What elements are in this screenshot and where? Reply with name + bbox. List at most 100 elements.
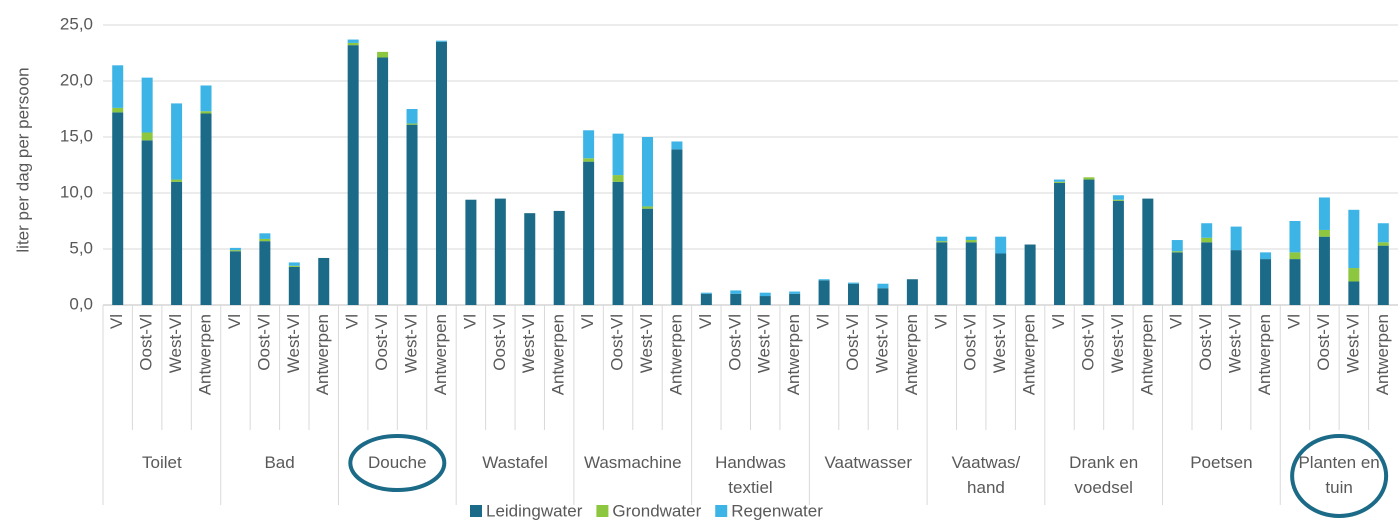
bar-segment [700, 292, 712, 294]
bar-segment [936, 236, 948, 242]
y-tick-label: 15,0 [60, 126, 93, 145]
bar-segment [1054, 181, 1066, 183]
y-axis-title: liter per dag per persoon [13, 67, 32, 252]
bar-segment [1024, 244, 1036, 305]
group-label: Bad [264, 453, 295, 472]
group-label: Vaatwasser [824, 453, 912, 472]
bar-segment [229, 251, 241, 305]
legend-swatch [596, 505, 609, 517]
bar-segment [435, 41, 447, 306]
x-tick-label: West-Vl [637, 314, 656, 373]
y-tick-label: 20,0 [60, 70, 93, 89]
bar-segment [1171, 240, 1183, 252]
bar-segment [671, 149, 683, 305]
bar-segment [1348, 281, 1360, 305]
bar-segment [877, 288, 889, 305]
bar-segment [435, 40, 447, 42]
bar-segment [347, 45, 359, 305]
x-tick-label: Vl [696, 314, 715, 329]
y-tick-label: 5,0 [69, 238, 93, 257]
x-tick-label: Vl [225, 314, 244, 329]
bar-segment [583, 158, 595, 162]
bar-segment [1112, 200, 1124, 305]
x-tick-label: West-Vl [755, 314, 774, 373]
bar-segment [1348, 209, 1360, 269]
bar-segment [406, 109, 418, 124]
bar-segment [377, 51, 389, 58]
bar-segment [229, 247, 241, 251]
bar-segment [200, 85, 212, 112]
x-tick-label: Vl [1284, 314, 1303, 329]
bar-segment [789, 293, 801, 305]
bar-segment [200, 113, 212, 305]
bar-segment [906, 279, 918, 305]
bar-segment [141, 77, 153, 133]
bar-segment [877, 283, 889, 289]
x-tick-label: Antwerpen [1020, 314, 1039, 395]
highlight-circle [348, 434, 447, 492]
x-tick-label: West-Vl [1226, 314, 1245, 373]
bar-segment [1289, 252, 1301, 260]
bar-segment [141, 140, 153, 305]
bar-segment [347, 42, 359, 46]
group-label: Drank en voedsel [1069, 453, 1139, 497]
legend-label: Leidingwater [486, 501, 583, 520]
bar-segment [1230, 250, 1242, 305]
x-tick-label: Antwerpen [1137, 314, 1156, 395]
group-label: Wastafel [482, 453, 548, 472]
x-tick-label: Antwerpen [902, 314, 921, 395]
x-tick-label: Antwerpen [195, 314, 214, 395]
group-label: Planten en tuin [1298, 453, 1380, 497]
bar-segment [995, 236, 1007, 254]
group-label: Poetsen [1190, 453, 1253, 472]
bar-segment [965, 242, 977, 305]
x-tick-label: Oost-Vl [1078, 314, 1097, 371]
x-tick-label: Antwerpen [1373, 314, 1392, 395]
bar-segment [1201, 223, 1213, 238]
bar-segment [553, 210, 565, 305]
x-tick-label: Oost-Vl [254, 314, 273, 371]
group-label: Handwas textiel [715, 453, 786, 497]
bar-segment [259, 233, 271, 239]
bar-segment [848, 282, 860, 284]
bar-segment [641, 206, 653, 209]
x-tick-label: Vl [931, 314, 950, 329]
bar-segment [730, 293, 742, 305]
x-tick-label: Oost-Vl [1196, 314, 1215, 371]
bar-segment [848, 283, 860, 305]
x-tick-label: Antwerpen [666, 314, 685, 395]
x-tick-label: West-Vl [872, 314, 891, 373]
x-tick-label: Vl [814, 314, 833, 329]
legend-label: Grondwater [612, 501, 701, 520]
x-tick-label: West-Vl [284, 314, 303, 373]
x-tick-label: Vl [107, 314, 126, 329]
x-tick-label: West-Vl [1108, 314, 1127, 373]
x-tick-label: West-Vl [519, 314, 538, 373]
bar-segment [700, 293, 712, 305]
bar-segment [789, 291, 801, 294]
bar-segment [612, 181, 624, 305]
bar-segment [818, 279, 830, 281]
bar-segment [1377, 223, 1389, 243]
bar-segment [1201, 242, 1213, 305]
highlight-circle [1290, 434, 1389, 518]
bar-segment [406, 123, 418, 125]
bar-segment [1260, 252, 1272, 260]
bar-segment [1289, 221, 1301, 253]
x-tick-label: West-Vl [1343, 314, 1362, 373]
bar-segment [1230, 226, 1242, 251]
x-tick-label: Antwerpen [784, 314, 803, 395]
bar-segment [1054, 179, 1066, 182]
bar-segment [288, 266, 300, 305]
x-tick-label: Oost-Vl [725, 314, 744, 371]
group-label: Toilet [142, 453, 182, 472]
x-tick-label: Antwerpen [313, 314, 332, 395]
bar-segment [171, 179, 183, 182]
group-label: Vaatwas/ hand [951, 453, 1021, 497]
bar-segment [229, 250, 241, 252]
legend-label: Regenwater [731, 501, 823, 520]
x-tick-label: Vl [1167, 314, 1186, 329]
bar-segment [377, 57, 389, 306]
